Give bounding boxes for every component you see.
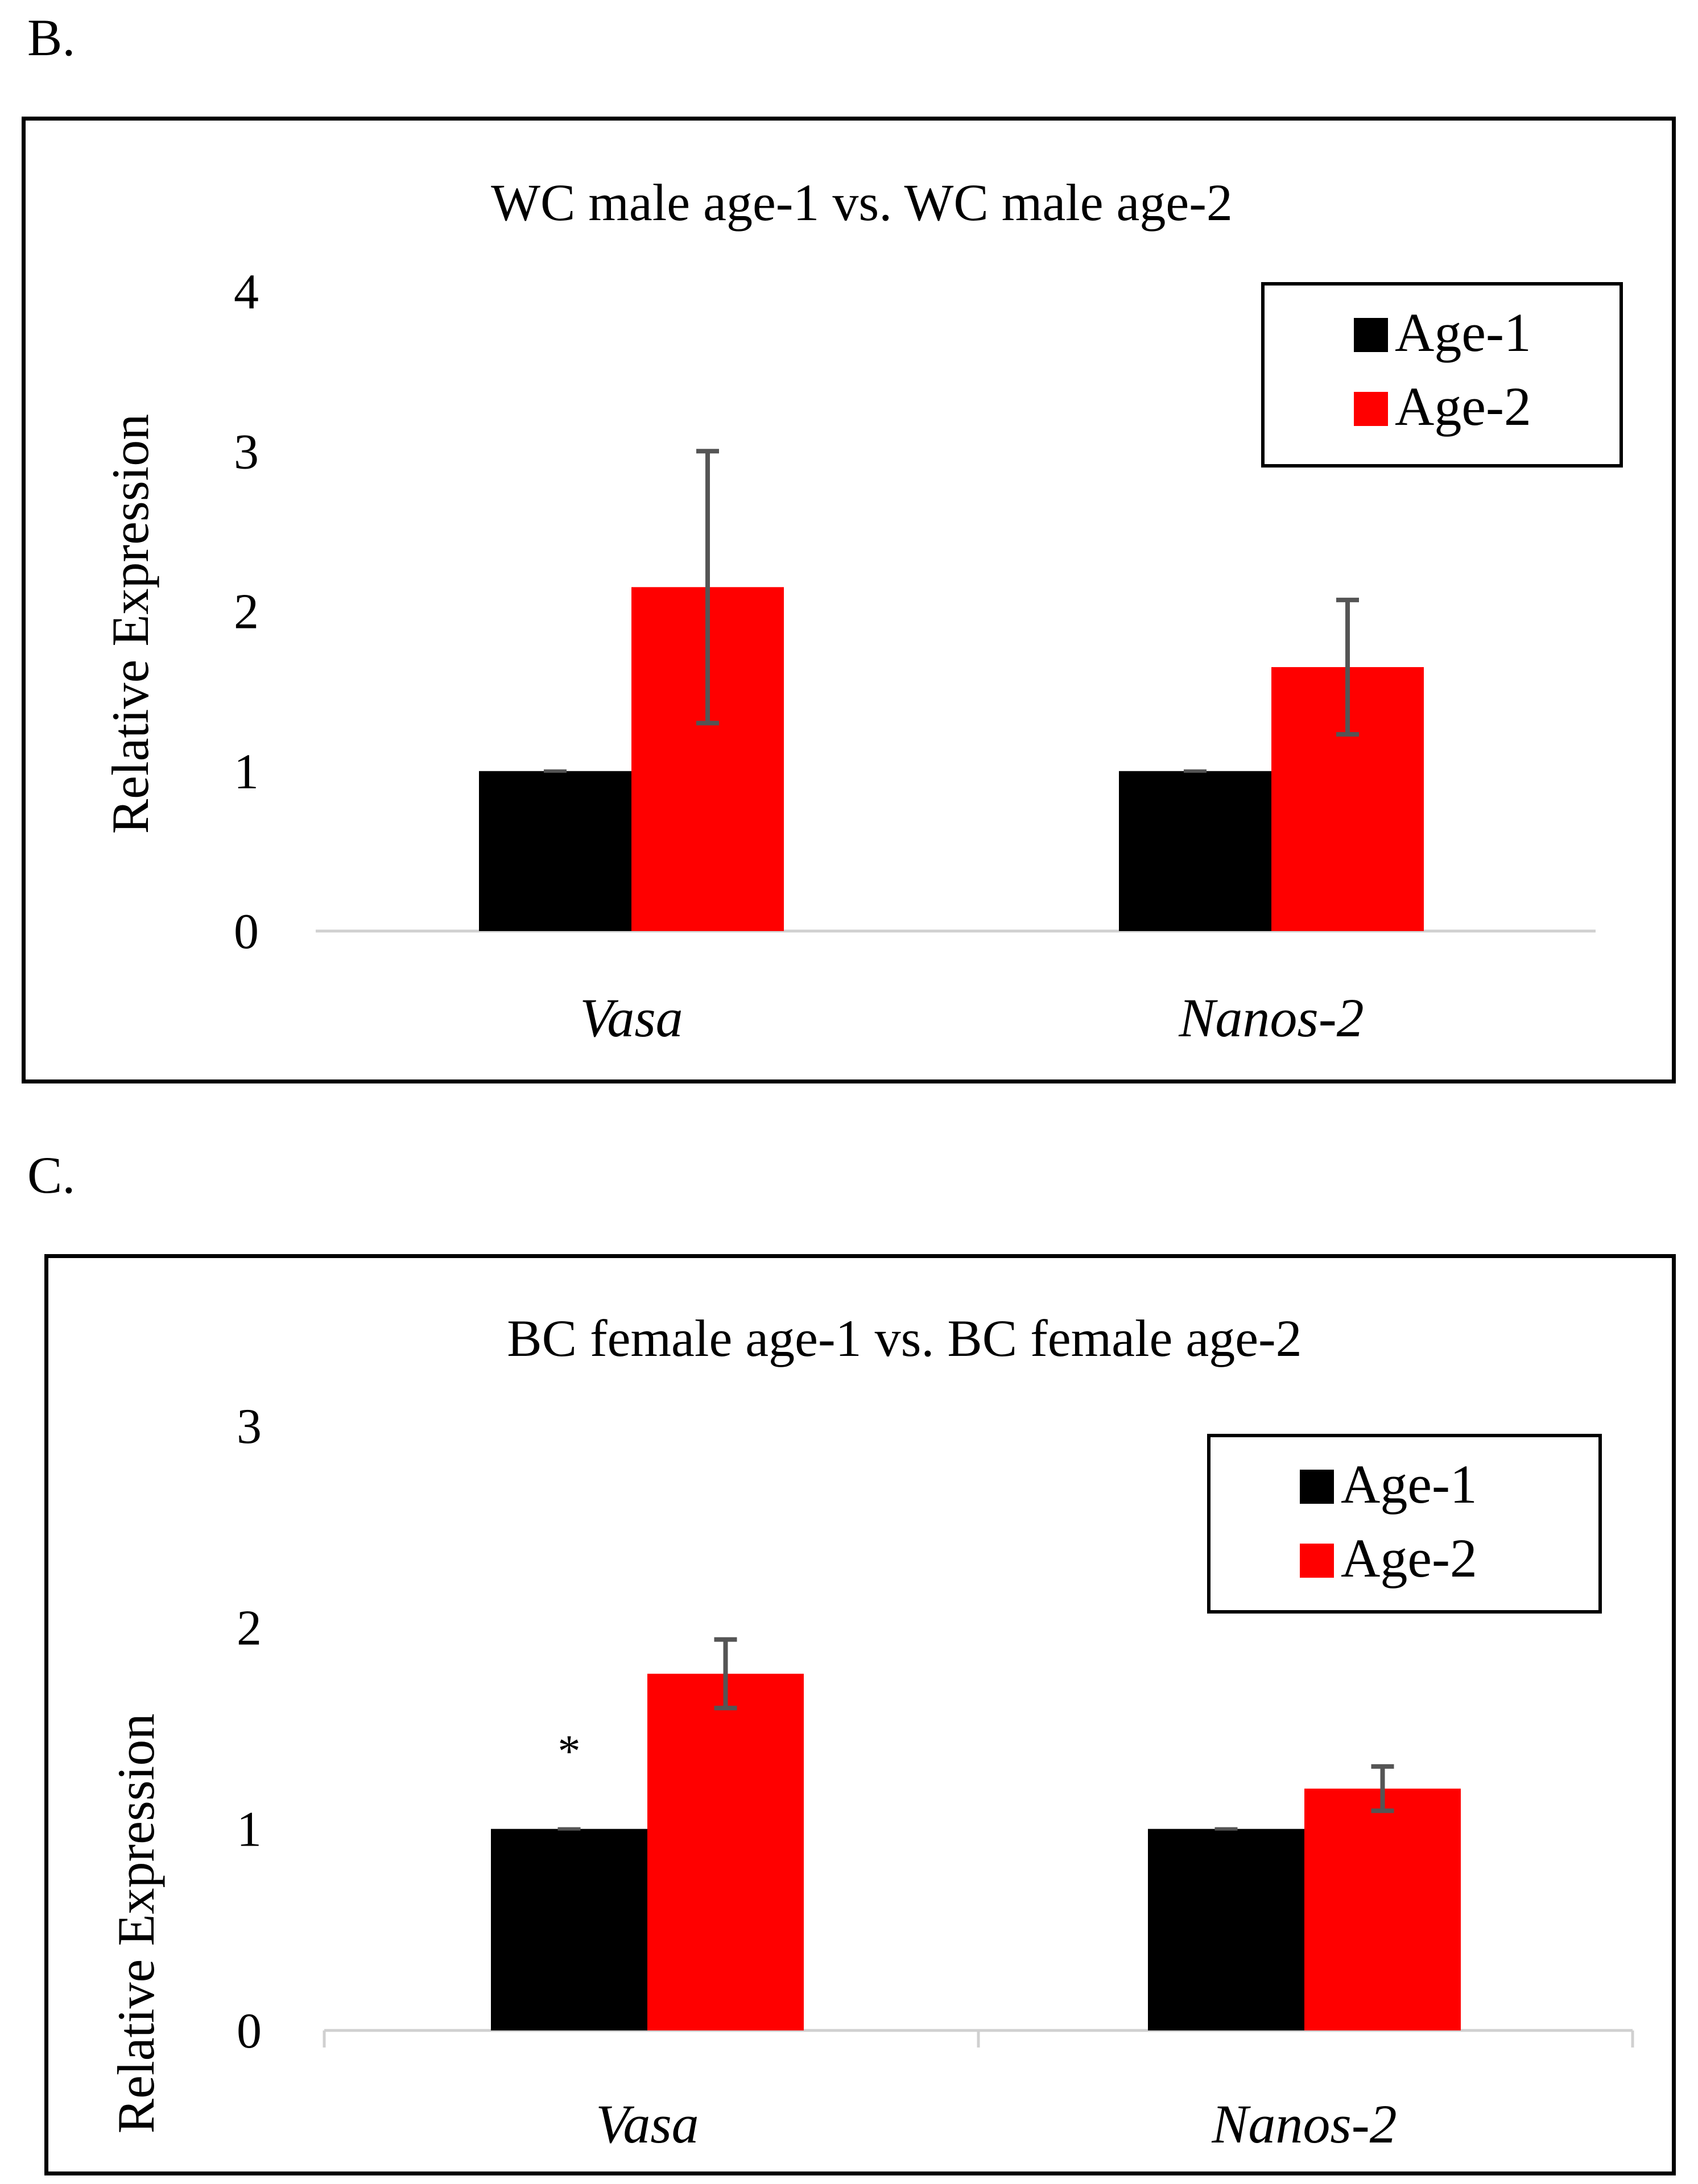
chart-c-x-category-label: Nanos-2 — [1211, 2094, 1397, 2154]
chart-b-title: WC male age-1 vs. WC male age-2 — [491, 173, 1233, 231]
chart-b-legend-swatch — [1354, 318, 1388, 352]
chart-b-bar — [479, 771, 631, 931]
chart-c-significance-marker: * — [558, 1727, 581, 1777]
chart-c-bar — [491, 1829, 647, 2030]
chart-c: BC female age-1 vs. BC female age-2 Relat… — [107, 1309, 1634, 2154]
chart-c-y-tick-label: 0 — [237, 2004, 262, 2059]
chart-b-legend-label: Age-2 — [1395, 376, 1531, 437]
chart-b-y-axis-label: Relative Expression — [101, 414, 159, 834]
chart-b-y-tick-label: 1 — [234, 744, 259, 800]
chart-c-y-tick-label: 2 — [237, 1600, 262, 1656]
chart-b-legend-label: Age-1 — [1395, 302, 1531, 363]
chart-b-y-tick-label: 4 — [234, 264, 259, 320]
chart-c-legend-label: Age-2 — [1341, 1528, 1477, 1589]
chart-c-y-tick-label: 3 — [237, 1399, 262, 1454]
chart-b: WC male age-1 vs. WC male age-2 Relative … — [101, 173, 1623, 1048]
chart-b-y-tick-label: 0 — [234, 904, 259, 959]
chart-c-bar — [1148, 1829, 1304, 2030]
chart-c-y-tick-label: 1 — [237, 1802, 262, 1858]
chart-b-legend-swatch — [1354, 392, 1388, 426]
chart-b-bar — [1119, 771, 1271, 931]
chart-b-x-category-label: Vasa — [580, 987, 683, 1048]
chart-c-x-category-label: Vasa — [596, 2094, 699, 2154]
panel-b-label: B. — [27, 9, 76, 67]
chart-c-bar — [647, 1673, 804, 2030]
chart-b-y-tick-label: 2 — [234, 585, 259, 640]
chart-c-bar — [1304, 1788, 1461, 2030]
chart-c-frame: BC female age-1 vs. BC female age-2 Relat… — [44, 1254, 1676, 2175]
chart-c-legend-label: Age-1 — [1341, 1454, 1477, 1515]
chart-b-legend-box — [1261, 282, 1623, 468]
chart-c-legend-swatch — [1300, 1544, 1334, 1578]
chart-c-y-axis-label: Relative Expression — [107, 1714, 165, 2133]
panel-c-label: C. — [27, 1146, 76, 1204]
chart-c-legend-swatch — [1300, 1470, 1334, 1504]
chart-b-frame: WC male age-1 vs. WC male age-2 Relative … — [22, 117, 1676, 1083]
chart-c-title: BC female age-1 vs. BC female age-2 — [507, 1309, 1302, 1367]
chart-b-x-category-label: Nanos-2 — [1178, 987, 1364, 1048]
chart-c-legend-box — [1207, 1434, 1602, 1614]
chart-b-y-tick-label: 3 — [234, 424, 259, 479]
